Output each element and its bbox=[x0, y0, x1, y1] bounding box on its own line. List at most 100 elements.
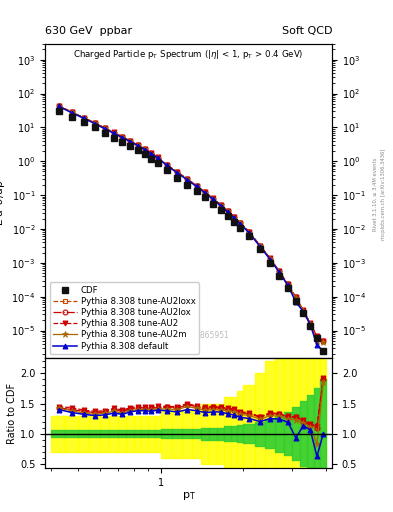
Pythia 8.308 tune-AU2loxx bbox=[203, 189, 208, 196]
Pythia 8.308 tune-AU2 bbox=[194, 183, 199, 189]
Pythia 8.308 tune-AU2m bbox=[194, 183, 199, 189]
Pythia 8.308 tune-AU2m bbox=[142, 146, 147, 153]
Pythia 8.308 tune-AU2lox bbox=[155, 155, 160, 161]
Pythia 8.308 tune-AU2m bbox=[92, 120, 97, 126]
Pythia 8.308 tune-AU2 bbox=[285, 281, 290, 287]
Pythia 8.308 tune-AU2loxx bbox=[285, 281, 290, 287]
Pythia 8.308 default bbox=[211, 196, 215, 202]
Pythia 8.308 tune-AU2m bbox=[56, 103, 61, 109]
Pythia 8.308 default bbox=[321, 348, 325, 354]
Line: CDF: CDF bbox=[56, 109, 326, 354]
Pythia 8.308 tune-AU2lox bbox=[56, 103, 61, 109]
Pythia 8.308 tune-AU2loxx bbox=[185, 176, 190, 182]
Legend: CDF, Pythia 8.308 tune-AU2loxx, Pythia 8.308 tune-AU2lox, Pythia 8.308 tune-AU2,: CDF, Pythia 8.308 tune-AU2loxx, Pythia 8… bbox=[50, 283, 199, 354]
Pythia 8.308 default bbox=[112, 130, 116, 136]
Pythia 8.308 default bbox=[277, 269, 282, 275]
CDF bbox=[321, 348, 325, 354]
Text: Soft QCD: Soft QCD bbox=[282, 26, 332, 36]
Pythia 8.308 tune-AU2loxx bbox=[120, 134, 125, 140]
Pythia 8.308 tune-AU2 bbox=[185, 176, 190, 182]
CDF bbox=[232, 219, 237, 225]
X-axis label: p$_\mathrm{T}$: p$_\mathrm{T}$ bbox=[182, 489, 196, 502]
Pythia 8.308 tune-AU2m bbox=[128, 138, 133, 144]
Pythia 8.308 tune-AU2lox bbox=[285, 281, 290, 287]
Pythia 8.308 default bbox=[120, 135, 125, 141]
Pythia 8.308 default bbox=[203, 190, 208, 196]
Pythia 8.308 tune-AU2m bbox=[149, 151, 154, 157]
Pythia 8.308 tune-AU2m bbox=[120, 134, 125, 140]
Pythia 8.308 tune-AU2loxx bbox=[238, 220, 243, 226]
Pythia 8.308 tune-AU2lox bbox=[149, 150, 154, 156]
Pythia 8.308 tune-AU2 bbox=[232, 214, 237, 220]
Pythia 8.308 tune-AU2m bbox=[185, 176, 190, 182]
Text: Rivet 3.1.10, ≥ 3.4M events: Rivet 3.1.10, ≥ 3.4M events bbox=[373, 158, 378, 231]
Pythia 8.308 tune-AU2 bbox=[308, 321, 313, 327]
Pythia 8.308 tune-AU2lox bbox=[92, 120, 97, 126]
Pythia 8.308 tune-AU2 bbox=[203, 189, 208, 195]
CDF bbox=[277, 272, 282, 279]
Pythia 8.308 tune-AU2 bbox=[218, 202, 223, 208]
CDF bbox=[136, 147, 140, 154]
Pythia 8.308 tune-AU2 bbox=[225, 208, 230, 214]
Pythia 8.308 tune-AU2loxx bbox=[247, 229, 252, 236]
Pythia 8.308 tune-AU2loxx bbox=[102, 125, 107, 131]
Pythia 8.308 default bbox=[314, 342, 319, 348]
CDF bbox=[268, 260, 272, 266]
Pythia 8.308 tune-AU2 bbox=[294, 294, 298, 301]
Pythia 8.308 default bbox=[164, 162, 169, 168]
Pythia 8.308 tune-AU2lox bbox=[112, 130, 116, 136]
Pythia 8.308 tune-AU2 bbox=[247, 229, 252, 235]
Pythia 8.308 tune-AU2lox bbox=[321, 338, 325, 345]
Pythia 8.308 default bbox=[218, 203, 223, 209]
CDF bbox=[314, 335, 319, 341]
Pythia 8.308 default bbox=[142, 146, 147, 153]
Pythia 8.308 tune-AU2m bbox=[225, 208, 230, 215]
Pythia 8.308 default bbox=[194, 183, 199, 189]
CDF bbox=[258, 246, 263, 252]
Pythia 8.308 default bbox=[81, 115, 86, 121]
CDF bbox=[185, 182, 190, 188]
Pythia 8.308 tune-AU2m bbox=[247, 229, 252, 236]
Pythia 8.308 tune-AU2 bbox=[238, 220, 243, 226]
Pythia 8.308 default bbox=[56, 103, 61, 110]
Pythia 8.308 tune-AU2lox bbox=[70, 109, 74, 115]
Pythia 8.308 tune-AU2loxx bbox=[225, 208, 230, 214]
CDF bbox=[218, 207, 223, 213]
CDF bbox=[128, 143, 133, 149]
Pythia 8.308 default bbox=[102, 125, 107, 132]
Pythia 8.308 tune-AU2lox bbox=[175, 169, 180, 176]
Pythia 8.308 tune-AU2m bbox=[136, 142, 140, 148]
Pythia 8.308 tune-AU2lox bbox=[238, 220, 243, 226]
Pythia 8.308 default bbox=[175, 170, 180, 176]
Line: Pythia 8.308 tune-AU2m: Pythia 8.308 tune-AU2m bbox=[55, 102, 327, 345]
CDF bbox=[294, 298, 298, 304]
CDF bbox=[70, 114, 74, 120]
CDF bbox=[56, 108, 61, 114]
Pythia 8.308 default bbox=[268, 257, 272, 263]
Pythia 8.308 tune-AU2 bbox=[142, 146, 147, 152]
Pythia 8.308 tune-AU2loxx bbox=[314, 333, 319, 339]
Pythia 8.308 tune-AU2loxx bbox=[258, 243, 263, 249]
Pythia 8.308 tune-AU2loxx bbox=[128, 138, 133, 144]
Pythia 8.308 tune-AU2lox bbox=[81, 115, 86, 121]
Pythia 8.308 tune-AU2lox bbox=[120, 134, 125, 140]
Pythia 8.308 tune-AU2loxx bbox=[268, 255, 272, 262]
Pythia 8.308 tune-AU2 bbox=[102, 125, 107, 131]
Pythia 8.308 tune-AU2 bbox=[155, 154, 160, 160]
Pythia 8.308 default bbox=[238, 221, 243, 227]
Pythia 8.308 tune-AU2loxx bbox=[92, 120, 97, 126]
CDF bbox=[175, 175, 180, 181]
CDF bbox=[92, 124, 97, 131]
Pythia 8.308 default bbox=[247, 230, 252, 236]
Pythia 8.308 tune-AU2lox bbox=[232, 214, 237, 220]
Pythia 8.308 tune-AU2loxx bbox=[70, 109, 74, 115]
Text: CDF_1988_S1865951: CDF_1988_S1865951 bbox=[148, 331, 229, 339]
Pythia 8.308 tune-AU2m bbox=[175, 169, 180, 176]
Line: Pythia 8.308 default: Pythia 8.308 default bbox=[56, 104, 326, 353]
CDF bbox=[120, 139, 125, 145]
Pythia 8.308 tune-AU2lox bbox=[308, 321, 313, 327]
Pythia 8.308 tune-AU2lox bbox=[164, 162, 169, 168]
Pythia 8.308 tune-AU2 bbox=[301, 307, 306, 313]
Pythia 8.308 tune-AU2 bbox=[136, 142, 140, 148]
Pythia 8.308 tune-AU2loxx bbox=[321, 338, 325, 345]
